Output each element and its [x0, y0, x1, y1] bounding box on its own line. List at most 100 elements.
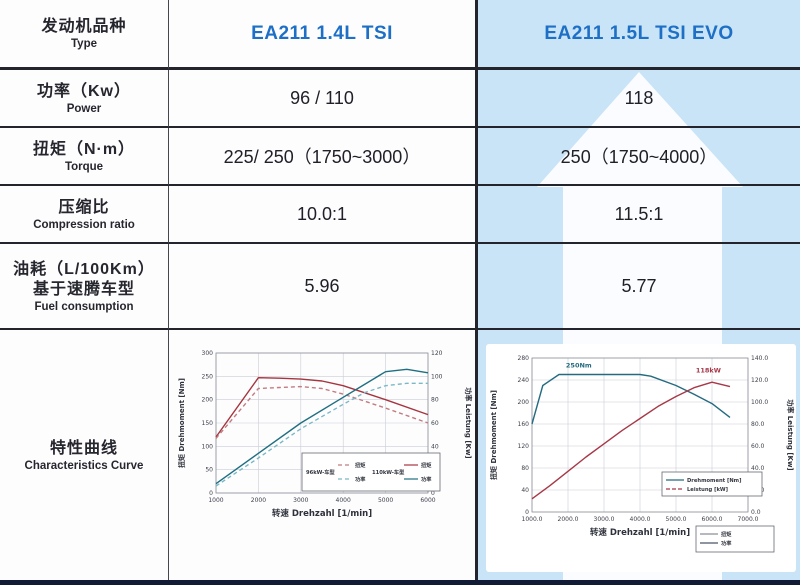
svg-text:240: 240: [518, 377, 530, 384]
svg-text:6000: 6000: [420, 497, 435, 504]
svg-text:3000: 3000: [293, 497, 308, 504]
row-power-label: 功率（Kw） Power: [0, 70, 169, 128]
svg-text:60: 60: [431, 420, 439, 427]
svg-text:40: 40: [431, 443, 439, 450]
svg-text:50: 50: [205, 467, 213, 474]
torque-label-en: Torque: [64, 160, 104, 173]
svg-text:80: 80: [431, 397, 439, 404]
fuel-value-15l-text: 5.77: [621, 275, 657, 296]
curve-chart-14l-cell: 1000 2000 3000 4000 5000 6000 0 50 100 150 200 250 3…: [169, 330, 478, 580]
header-type-cell: 发动机品种 Type: [0, 0, 169, 70]
svg-text:100: 100: [202, 443, 214, 450]
header-engine-14l: EA211 1.4L TSI: [169, 0, 478, 70]
svg-text:40: 40: [521, 487, 529, 494]
svg-text:0: 0: [209, 490, 213, 497]
power-value-15l-text: 118: [624, 87, 654, 108]
row-torque-label: 扭矩（N·m） Torque: [0, 128, 169, 186]
svg-text:120: 120: [518, 443, 530, 450]
characteristics-chart-15l: 1000.0 2000.0 3000.0 4000.0 5000.0 6000.0 7000…: [489, 355, 795, 553]
power-label-cn: 功率（Kw）: [36, 82, 131, 100]
curve-label-cn: 特性曲线: [49, 439, 118, 457]
svg-text:80: 80: [521, 465, 529, 472]
fuel-value-14l: 5.96: [169, 244, 478, 330]
svg-text:0: 0: [525, 509, 529, 516]
torque-label-cn: 扭矩（N·m）: [32, 140, 136, 158]
curve-label-en: Characteristics Curve: [24, 459, 144, 472]
fuel-label-en: Fuel consumption: [34, 300, 134, 313]
torque-value-14l: 225/ 250（1750~3000）: [169, 128, 478, 186]
power-value-14l-text: 96 / 110: [290, 87, 354, 108]
svg-text:280: 280: [518, 355, 530, 362]
compression-value-15l-text: 11.5:1: [614, 203, 664, 224]
torque-value-14l-text: 225/ 250（1750~3000）: [223, 147, 421, 167]
svg-text:功率 Leistung [Kw]: 功率 Leistung [Kw]: [786, 399, 795, 470]
svg-text:140.0: 140.0: [751, 355, 768, 362]
compression-label-cn: 压缩比: [58, 198, 110, 216]
svg-text:200: 200: [518, 399, 530, 406]
svg-text:5000: 5000: [378, 497, 393, 504]
svg-text:160: 160: [518, 421, 530, 428]
svg-text:118kW: 118kW: [696, 366, 721, 374]
svg-text:300: 300: [202, 350, 214, 357]
fuel-label-cn: 油耗（L/100Km）: [13, 260, 155, 278]
engine-name-15l-evo: EA211 1.5L TSI EVO: [544, 22, 734, 44]
fuel-label-cn2: 基于速腾车型: [32, 280, 135, 298]
svg-text:80.0: 80.0: [751, 421, 765, 428]
svg-text:120.0: 120.0: [751, 377, 768, 384]
svg-text:功率: 功率: [721, 539, 732, 547]
torque-value-15l-text: 250（1750~4000）: [560, 147, 718, 167]
svg-text:110kW-车型: 110kW-车型: [372, 468, 405, 476]
svg-text:7000.0: 7000.0: [738, 516, 759, 523]
svg-text:2000: 2000: [251, 497, 266, 504]
svg-text:250: 250: [202, 373, 214, 380]
compression-value-15l: 11.5:1: [478, 186, 800, 244]
chart-15l-panel: 1000.0 2000.0 3000.0 4000.0 5000.0 6000.0 7000…: [486, 344, 796, 572]
svg-text:4000.0: 4000.0: [630, 516, 651, 523]
svg-text:转速 Drehzahl [1/min]: 转速 Drehzahl [1/min]: [590, 527, 690, 538]
svg-text:2000.0: 2000.0: [558, 516, 579, 523]
svg-text:200: 200: [202, 397, 214, 404]
svg-text:转速 Drehzahl [1/min]: 转速 Drehzahl [1/min]: [272, 508, 372, 519]
svg-text:100: 100: [431, 373, 443, 380]
engine-name-14l: EA211 1.4L TSI: [251, 22, 393, 44]
header-engine-15l-evo: EA211 1.5L TSI EVO: [478, 0, 800, 70]
torque-value-15l: 250（1750~4000）: [478, 128, 800, 186]
svg-text:扭矩 Drehmoment [Nm]: 扭矩 Drehmoment [Nm]: [177, 378, 186, 468]
svg-text:250Nm: 250Nm: [566, 361, 592, 369]
svg-text:功率: 功率: [355, 475, 366, 483]
bottom-accent-strip: [0, 580, 800, 585]
compression-value-14l: 10.0:1: [169, 186, 478, 244]
svg-text:5000.0: 5000.0: [666, 516, 687, 523]
fuel-value-15l: 5.77: [478, 244, 800, 330]
svg-text:60.0: 60.0: [751, 443, 765, 450]
svg-text:1000: 1000: [208, 497, 223, 504]
svg-text:Leistung [kW]: Leistung [kW]: [687, 487, 728, 493]
svg-text:6000.0: 6000.0: [702, 516, 723, 523]
svg-text:Drehmoment [Nm]: Drehmoment [Nm]: [687, 478, 741, 484]
svg-text:功率: 功率: [421, 475, 432, 483]
header-type-en: Type: [71, 38, 97, 50]
svg-text:扭矩 Drehmoment [Nm]: 扭矩 Drehmoment [Nm]: [489, 390, 498, 480]
compression-label-en: Compression ratio: [33, 218, 135, 231]
power-value-14l: 96 / 110: [169, 70, 478, 128]
svg-text:96kW-车型: 96kW-车型: [306, 468, 335, 476]
svg-text:150: 150: [202, 420, 214, 427]
header-type-cn: 发动机品种: [41, 18, 127, 35]
characteristics-chart-14l: 1000 2000 3000 4000 5000 60000501001502002503…: [177, 350, 473, 519]
row-fuel-label: 油耗（L/100Km） 基于速腾车型 Fuel consumption: [0, 244, 169, 330]
svg-text:扭矩: 扭矩: [421, 461, 432, 469]
power-label-en: Power: [66, 102, 102, 115]
svg-text:1000.0: 1000.0: [522, 516, 543, 523]
svg-text:0: 0: [431, 490, 435, 497]
svg-text:3000.0: 3000.0: [594, 516, 615, 523]
svg-text:扭矩: 扭矩: [721, 530, 732, 538]
svg-text:120: 120: [431, 350, 443, 357]
compression-value-14l-text: 10.0:1: [296, 203, 348, 224]
row-compression-label: 压缩比 Compression ratio: [0, 186, 169, 244]
power-value-15l: 118: [478, 70, 800, 128]
svg-text:扭矩: 扭矩: [355, 461, 366, 469]
svg-text:100.0: 100.0: [751, 399, 768, 406]
fuel-value-14l-text: 5.96: [304, 275, 340, 296]
